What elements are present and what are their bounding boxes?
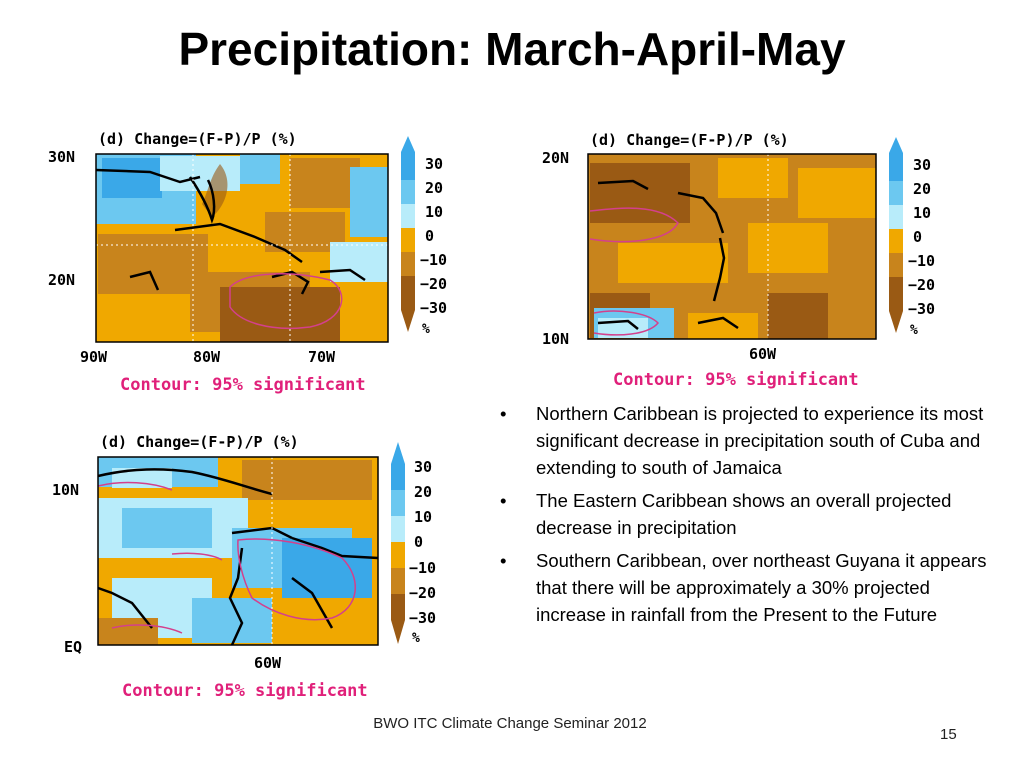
lat-label: 20N (48, 271, 75, 289)
colorbar-label: 20 (425, 179, 443, 197)
lat-label: 10N (542, 330, 569, 348)
contour-note: Contour: 95% significant (120, 375, 366, 395)
colorbar-label: 0 (425, 227, 434, 245)
colorbar-label: 20 (913, 180, 931, 198)
colorbar-label: 0 (913, 228, 922, 246)
contour-note: Contour: 95% significant (122, 681, 368, 701)
lon-label: 70W (308, 348, 336, 366)
bullet-item: Southern Caribbean, over northeast Guyan… (498, 547, 998, 628)
slide-title: Precipitation: March-April-May (178, 23, 846, 75)
lon-label: 60W (254, 654, 282, 672)
page-number: 15 (940, 726, 957, 743)
bullet-item: Northern Caribbean is projected to exper… (498, 400, 998, 481)
map-field (96, 154, 388, 342)
lat-label: 30N (48, 148, 75, 166)
slide-footer: BWO ITC Climate Change Seminar 2012 (373, 715, 647, 732)
map-frame (95, 153, 389, 343)
lon-label: 80W (193, 348, 221, 366)
colorbar-label: 0 (414, 533, 423, 551)
map-header: (d) Change=(F-P)/P (%) (98, 130, 297, 148)
colorbar-label: 10 (414, 508, 432, 526)
contour-note: Contour: 95% significant (613, 370, 859, 390)
colorbar-label: 30 (414, 458, 432, 476)
colorbar-label: 10 (913, 204, 931, 222)
colorbar (391, 442, 405, 644)
colorbar-label: −30 (420, 299, 447, 317)
colorbar-label: −30 (908, 300, 935, 318)
lon-label: 60W (749, 345, 777, 363)
colorbar-label: 10 (425, 203, 443, 221)
colorbar-unit: % (910, 323, 918, 338)
map-field (588, 154, 876, 339)
coastlines (97, 468, 379, 646)
colorbar-label: −20 (420, 275, 447, 293)
gridlines (96, 154, 388, 342)
colorbar-unit: % (422, 322, 430, 337)
map-frame (97, 456, 379, 646)
colorbar-label: 20 (414, 483, 432, 501)
bullet-list: Northern Caribbean is projected to exper… (498, 400, 998, 634)
lat-label: EQ (64, 638, 82, 656)
colorbar-unit: % (412, 631, 420, 646)
colorbar-label: −30 (409, 609, 436, 627)
lat-label: 10N (52, 481, 79, 499)
map-southern-caribbean: (d) Change=(F-P)/P (%) 10N EQ 60W (42, 428, 462, 708)
map-northern-caribbean: (d) Change=(F-P)/P (%) 30N 20N 90W 80W 7… (40, 122, 460, 397)
colorbar-label: −10 (420, 251, 447, 269)
colorbar-label: 30 (425, 155, 443, 173)
colorbar-label: 30 (913, 156, 931, 174)
bullet-item: The Eastern Caribbean shows an overall p… (498, 487, 998, 541)
coastlines (597, 179, 739, 330)
colorbar (401, 136, 415, 332)
significance-contour (229, 273, 343, 330)
map-eastern-caribbean: (d) Change=(F-P)/P (%) 20N 10N 60W (538, 123, 958, 393)
map-frame (587, 153, 877, 340)
lon-label: 90W (80, 348, 108, 366)
colorbar-label: −20 (908, 276, 935, 294)
colorbar (889, 137, 903, 333)
significance-contour (97, 481, 356, 634)
colorbar-label: −10 (908, 252, 935, 270)
map-header: (d) Change=(F-P)/P (%) (590, 131, 789, 149)
colorbar-label: −10 (409, 559, 436, 577)
significance-contour (589, 207, 679, 336)
map-header: (d) Change=(F-P)/P (%) (100, 433, 299, 451)
coastlines (95, 168, 366, 295)
lat-label: 20N (542, 149, 569, 167)
colorbar-label: −20 (409, 584, 436, 602)
